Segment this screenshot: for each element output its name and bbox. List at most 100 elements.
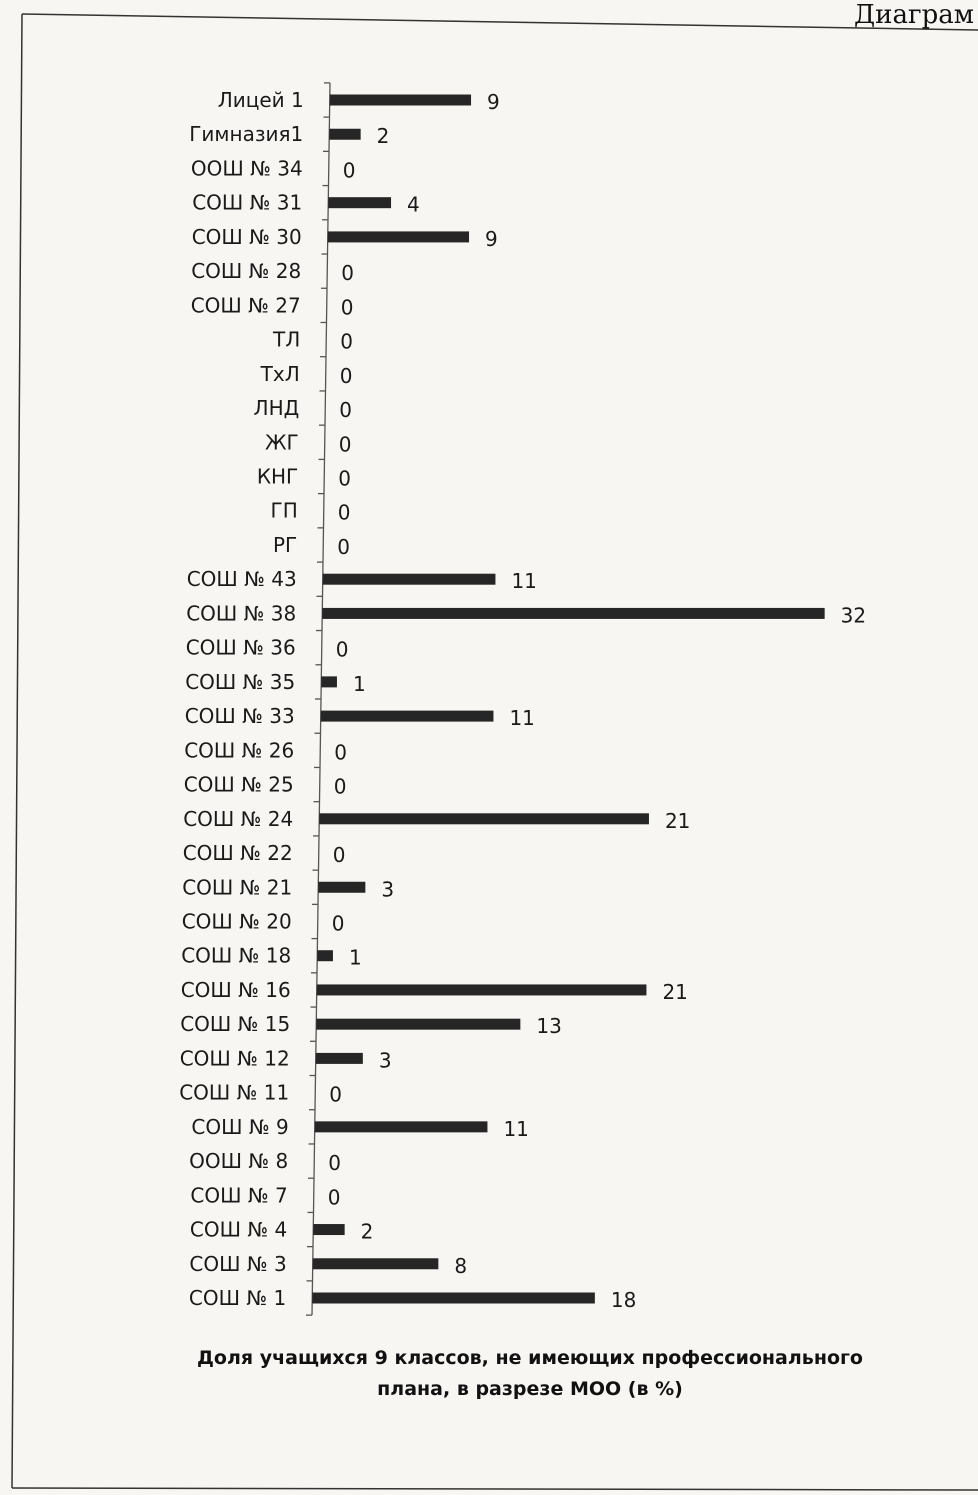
category-label: СОШ № 43 (187, 567, 297, 591)
category-label: СОШ № 4 (190, 1218, 287, 1242)
data-label: 0 (341, 261, 354, 285)
category-label: ООШ № 34 (191, 156, 303, 180)
data-label: 0 (338, 501, 351, 525)
category-label: КНГ (257, 465, 298, 489)
data-label: 0 (329, 1083, 342, 1107)
data-label: 0 (340, 330, 353, 354)
data-label: 0 (336, 638, 349, 662)
axis-ticks (306, 82, 330, 1316)
category-label: СОШ № 31 (192, 191, 302, 215)
corner-caption: Диаграм (854, 0, 974, 30)
data-label: 11 (509, 706, 534, 730)
category-label: СОШ № 3 (189, 1252, 286, 1276)
bar (316, 984, 647, 996)
data-label: 0 (334, 775, 347, 799)
data-label: 2 (377, 124, 390, 148)
data-label: 21 (665, 809, 690, 833)
data-label: 0 (333, 843, 346, 867)
category-label: Гимназия1 (189, 122, 303, 146)
category-labels: Лицей 1 Гимназия1 ООШ № 34 СОШ № 31 СОШ № 30… (179, 88, 304, 1310)
category-label: СОШ № 35 (185, 670, 295, 694)
category-label: ООШ № 8 (189, 1149, 288, 1173)
category-label: СОШ № 16 (181, 978, 291, 1002)
bar (318, 881, 366, 893)
category-label: СОШ № 33 (185, 704, 295, 728)
data-label: 0 (337, 535, 350, 559)
bar (316, 1018, 521, 1030)
data-label: 3 (381, 877, 394, 901)
bar (329, 94, 472, 106)
data-label: 0 (339, 432, 352, 456)
data-label: 32 (841, 603, 866, 627)
bar (327, 231, 470, 243)
category-label: СОШ № 38 (186, 601, 296, 625)
category-label: ЖГ (265, 430, 299, 454)
data-label: 0 (328, 1151, 341, 1175)
data-label: 0 (332, 911, 345, 935)
data-label: 0 (328, 1185, 341, 1209)
data-label: 3 (379, 1048, 392, 1072)
category-label: СОШ № 20 (182, 909, 292, 933)
data-label: 9 (485, 227, 498, 251)
category-label: СОШ № 27 (191, 293, 301, 317)
frame-bottom-border (11, 1487, 978, 1491)
data-label: 1 (349, 946, 362, 970)
category-label: СОШ № 9 (191, 1115, 288, 1139)
chart-title: Доля учащихся 9 классов, не имеющих проф… (160, 1343, 900, 1405)
bar (313, 1224, 345, 1236)
bar (312, 1258, 439, 1270)
category-label: СОШ № 15 (180, 1012, 290, 1036)
data-label: 8 (454, 1254, 467, 1278)
data-label: 0 (338, 467, 351, 491)
bar (322, 607, 825, 619)
data-label: 4 (407, 193, 420, 217)
category-label: СОШ № 21 (182, 875, 292, 899)
data-label: 9 (487, 90, 500, 114)
data-label: 0 (341, 295, 354, 319)
category-label: СОШ № 26 (184, 738, 294, 762)
data-label: 1 (353, 672, 366, 696)
category-label: ТЛ (272, 328, 300, 352)
category-label: СОШ № 30 (192, 225, 302, 249)
bar (315, 1052, 363, 1064)
category-label: СОШ № 12 (180, 1046, 290, 1070)
category-label: ЛНД (254, 396, 300, 420)
data-label: 21 (662, 980, 687, 1004)
data-label: 11 (503, 1117, 528, 1141)
category-label: СОШ № 36 (186, 636, 296, 660)
category-label: СОШ № 22 (183, 841, 293, 865)
data-label: 0 (339, 398, 352, 422)
data-label: 18 (611, 1288, 636, 1312)
data-label: 0 (340, 364, 353, 388)
data-label: 2 (361, 1220, 374, 1244)
category-label: СОШ № 28 (191, 259, 301, 283)
bars (312, 94, 825, 1304)
category-label: ТхЛ (260, 362, 300, 386)
data-label: 13 (536, 1014, 561, 1038)
chart-title-line-2: плана, в разрезе МОО (в %) (377, 1378, 683, 1400)
chart-title-line-1: Доля учащихся 9 классов, не имеющих проф… (197, 1347, 863, 1369)
category-label: РГ (273, 533, 297, 557)
data-label: 0 (334, 740, 347, 764)
bar (322, 573, 496, 585)
bar (321, 676, 337, 688)
bar (329, 128, 361, 140)
bar (312, 1292, 595, 1304)
category-label: СОШ № 25 (184, 773, 294, 797)
data-label: 11 (511, 569, 536, 593)
category-label: СОШ № 1 (189, 1286, 286, 1310)
bar (320, 710, 494, 722)
frame-top-border (21, 13, 978, 31)
data-label: 0 (343, 158, 356, 182)
category-label: СОШ № 7 (190, 1183, 287, 1207)
frame-left-border (11, 13, 23, 1489)
category-label: ГП (271, 499, 298, 523)
category-label: Лицей 1 (218, 88, 304, 112)
value-labels: 9204900000000011320111002103012113301100… (328, 90, 866, 1312)
category-label: СОШ № 18 (181, 944, 291, 968)
bar (328, 197, 392, 209)
bar (317, 950, 333, 962)
bar (319, 813, 649, 825)
